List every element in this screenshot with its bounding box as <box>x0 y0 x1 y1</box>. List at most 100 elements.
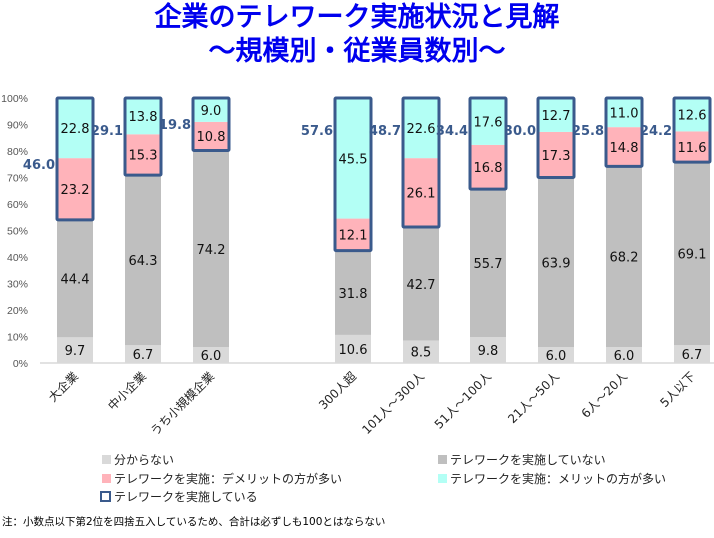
bar-segment <box>403 98 439 159</box>
bar-segment <box>57 337 93 363</box>
data-label: 11.6 <box>678 141 707 156</box>
y-tick-label: 20% <box>7 305 28 317</box>
bar-segment <box>57 158 93 220</box>
footnote: 注：小数点以下第2位を四捨五入しているため、合計は必ずしも100とはならない <box>2 516 386 528</box>
bar-segment <box>57 219 93 338</box>
data-label: 12.7 <box>542 109 571 124</box>
data-label: 69.1 <box>678 248 707 263</box>
data-label: 45.5 <box>339 152 368 167</box>
x-tick-label: 大企業 <box>45 369 81 405</box>
bar-segment <box>538 98 574 132</box>
data-label: 9.0 <box>201 104 222 119</box>
total-implemented-label: 24.2 <box>640 124 672 139</box>
legend-swatch <box>100 491 111 502</box>
total-implemented-label: 29.1 <box>91 124 123 139</box>
legend-label: テレワークを実施している <box>114 490 258 504</box>
total-implemented-label: 57.6 <box>301 124 333 139</box>
bar-segment <box>470 98 506 145</box>
bar-segment <box>125 345 161 363</box>
data-label: 14.8 <box>610 141 639 156</box>
data-label: 16.8 <box>474 161 503 176</box>
chart-subtitle: ～規模別・従業員数別～ <box>208 36 506 67</box>
bar-segment <box>335 250 371 335</box>
implemented-outline <box>672 96 712 164</box>
data-label: 15.3 <box>129 149 158 164</box>
data-label: 63.9 <box>542 256 571 271</box>
y-tick-label: 0% <box>13 358 28 370</box>
data-label: 6.7 <box>682 348 703 363</box>
bar-segment <box>193 98 229 122</box>
data-label: 6.0 <box>546 349 567 364</box>
legend-item-unknown: 分からない <box>102 451 174 468</box>
data-label: 55.7 <box>474 257 503 272</box>
bar-segment <box>470 144 506 190</box>
total-implemented-label: 25.8 <box>572 124 604 139</box>
y-tick-label: 60% <box>7 199 28 211</box>
y-tick-label: 30% <box>7 279 28 291</box>
data-label: 74.2 <box>197 243 226 258</box>
data-label: 68.2 <box>610 251 639 266</box>
data-label: 13.8 <box>129 110 158 125</box>
implemented-outline <box>536 96 576 179</box>
data-label: 8.5 <box>411 346 432 361</box>
bar-segment <box>538 131 574 178</box>
legend-item-implemented: テレワークを実施している <box>100 488 258 505</box>
bar-segment <box>125 97 161 135</box>
data-label: 22.6 <box>407 122 436 137</box>
bar-segment <box>57 97 93 159</box>
legend-label: テレワークを実施：メリットの方が多い <box>450 472 667 486</box>
data-label: 17.3 <box>542 149 571 164</box>
implemented-outline <box>123 96 163 177</box>
legend-swatch <box>102 474 111 483</box>
legend-item-merit: テレワークを実施：メリットの方が多い <box>438 470 666 487</box>
y-tick-label: 90% <box>7 120 28 132</box>
data-label: 17.6 <box>474 116 503 131</box>
bar-segment <box>538 347 574 363</box>
y-tick-label: 50% <box>7 226 28 238</box>
implemented-outline <box>333 96 373 253</box>
total-implemented-label: 48.7 <box>369 124 401 139</box>
bar-segment <box>403 227 439 341</box>
bar-segment <box>125 134 161 175</box>
bar-segment <box>606 127 642 167</box>
bar-segment <box>403 340 439 363</box>
total-implemented-label: 30.0 <box>504 124 536 139</box>
implemented-outline <box>401 96 441 229</box>
data-label: 10.6 <box>339 343 368 358</box>
legend-item-not-implemented: テレワークを実施していない <box>438 451 606 468</box>
x-tick-label: 中小企業 <box>105 369 150 414</box>
legend-label: 分からない <box>114 453 175 467</box>
legend-label: テレワークを実施していない <box>450 453 606 467</box>
data-label: 9.7 <box>65 344 86 359</box>
data-label: 64.3 <box>129 254 158 269</box>
data-label: 6.0 <box>201 349 222 364</box>
total-implemented-label: 46.0 <box>23 158 55 173</box>
legend-swatch <box>438 455 447 464</box>
legend-swatch <box>102 455 111 464</box>
data-label: 11.0 <box>610 107 639 122</box>
bar-segment <box>606 98 642 128</box>
implemented-outline <box>604 96 644 168</box>
bar-segment <box>193 347 229 363</box>
x-tick-label: 21人～50人 <box>505 369 562 426</box>
data-label: 23.2 <box>61 183 90 198</box>
data-label: 26.1 <box>407 187 436 202</box>
x-tick-label: 5人以下 <box>657 369 698 410</box>
data-label: 44.4 <box>61 272 90 287</box>
data-label: 31.8 <box>339 287 368 302</box>
bar-segment <box>193 150 229 348</box>
x-tick-label: 300人超 <box>315 369 359 413</box>
bar-segment <box>403 158 439 228</box>
implemented-outline <box>191 96 231 152</box>
bar-segment <box>335 98 371 219</box>
bar-segment <box>606 166 642 348</box>
bar-segment <box>193 121 229 151</box>
x-tick-label: うち小規模企業 <box>147 369 217 439</box>
bar-segment <box>674 131 710 163</box>
bar-segment <box>674 162 710 346</box>
x-tick-label: 51人～100人 <box>432 369 494 431</box>
data-label: 22.8 <box>61 122 90 137</box>
data-label: 12.1 <box>339 229 368 244</box>
y-tick-label: 70% <box>7 173 28 185</box>
